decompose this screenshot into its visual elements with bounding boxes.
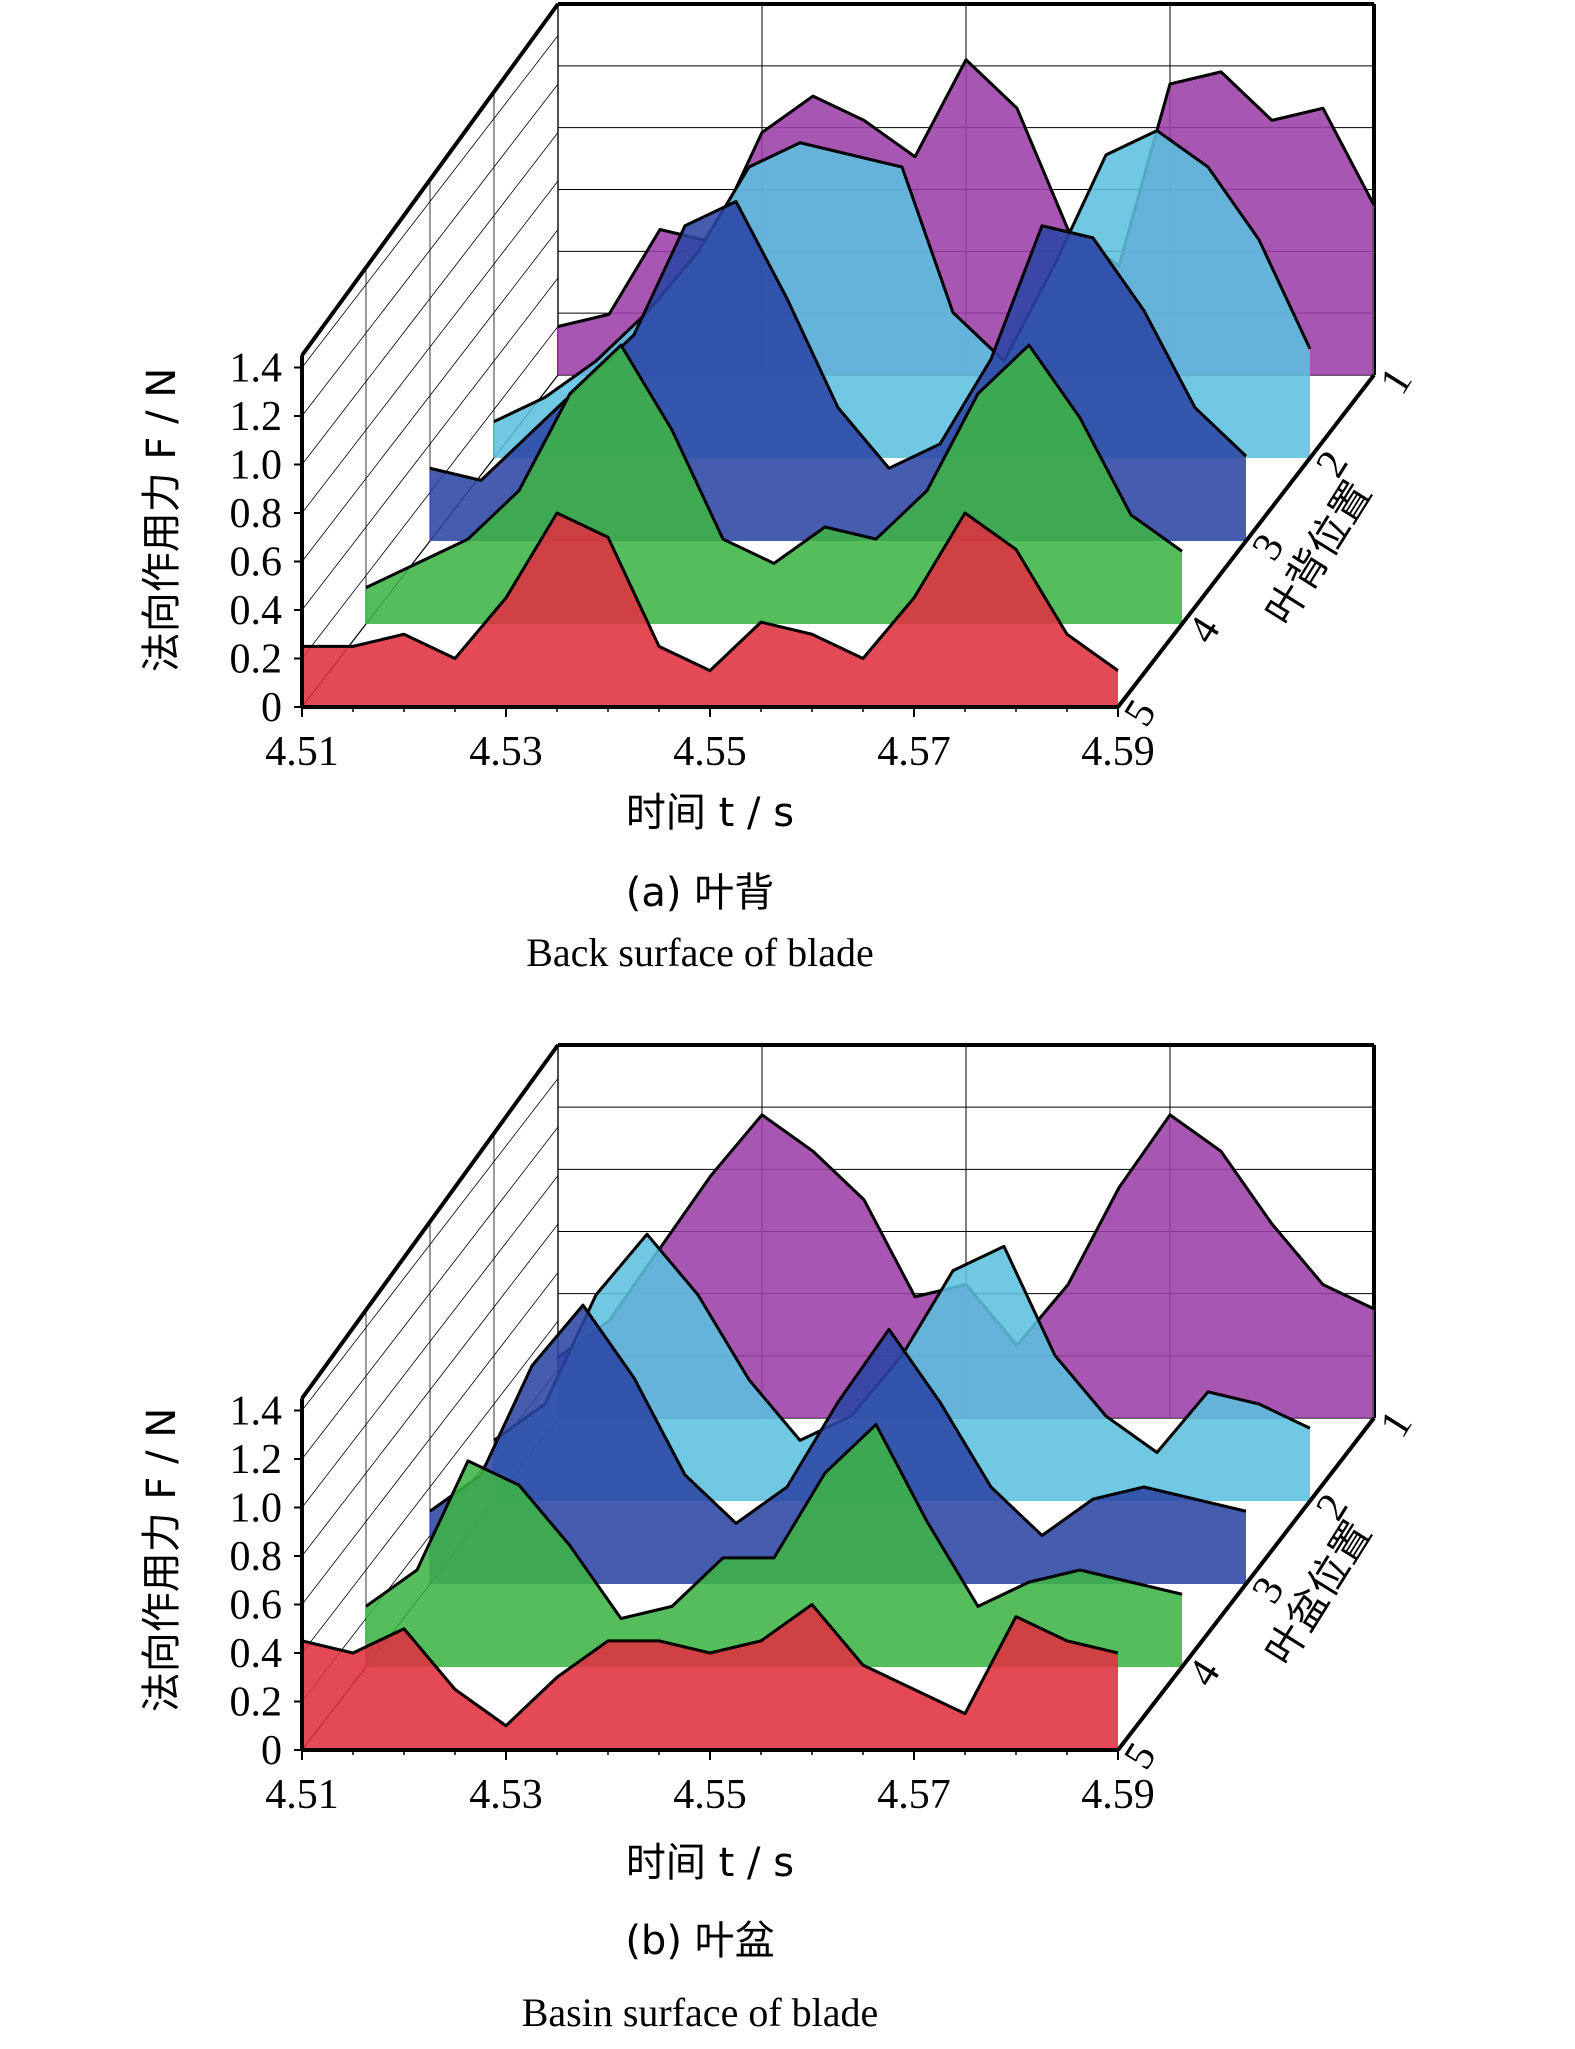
- z-tick-label: 5: [1115, 692, 1165, 734]
- y-tick-label: 0.4: [230, 1631, 283, 1677]
- y-axis-title: 法向作用力 F / N: [139, 368, 185, 673]
- caption-en: Basin surface of blade: [522, 1990, 879, 2035]
- frame-top-left: [300, 2, 560, 357]
- caption-cn: (a) 叶背: [626, 870, 774, 916]
- series-line-5: [301, 1603, 1119, 1728]
- frame-top-left: [300, 1043, 560, 1400]
- y-tick-label: 0: [261, 1728, 282, 1774]
- series-area-5: [302, 513, 1118, 707]
- z-tick-label: 1: [1371, 1403, 1421, 1445]
- y-tick-label: 1.4: [230, 1389, 283, 1435]
- x-tick-label: 4.57: [877, 729, 951, 775]
- y-tick-label: 0.6: [230, 540, 283, 586]
- y-tick-label: 0: [261, 685, 282, 731]
- series-area-1: [558, 1114, 1374, 1418]
- y-tick-label: 0.8: [230, 1534, 283, 1580]
- z-tick-label: 4: [1179, 1652, 1229, 1694]
- series-line-4: [365, 343, 1183, 589]
- series-line-2: [493, 129, 1312, 423]
- y-axis-title: 法向作用力 F / N: [139, 1408, 185, 1713]
- z-axis: [1116, 373, 1376, 709]
- y-tick-label: 0.4: [230, 588, 283, 634]
- series-line-3: [429, 1303, 1247, 1537]
- panel-b-basin-surface: 00.20.40.60.81.01.21.4 4.51 4.53 4.55 4.57 4.…: [139, 1043, 1422, 2035]
- x-axis-title: 时间 t / s: [626, 790, 794, 836]
- z-axis: [1116, 1416, 1376, 1752]
- x-tick-label: 4.59: [1081, 729, 1155, 775]
- y-tick-label: 0.2: [230, 1680, 283, 1726]
- y-tick-label: 0.2: [230, 637, 283, 683]
- z-tick-label: 4: [1179, 609, 1229, 651]
- x-tick-label: 4.53: [469, 729, 543, 775]
- y-tick-label: 0.6: [230, 1583, 283, 1629]
- series-area-3: [430, 1305, 1246, 1584]
- y-tick-label: 0.8: [230, 491, 283, 537]
- z-tick-label: 1: [1371, 360, 1421, 402]
- x-tick-label: 4.59: [1081, 1772, 1155, 1818]
- y-tick-label: 1.2: [230, 394, 283, 440]
- x-tick-label: 4.55: [673, 729, 747, 775]
- y-tick-label: 1.0: [230, 1486, 283, 1532]
- x-tick-label: 4.51: [265, 729, 339, 775]
- series-line-4: [365, 1423, 1183, 1620]
- x-tick-label: 4.53: [469, 1772, 543, 1818]
- panel-a-back-surface: 00.20.40.60.81.01.21.4 4.51 4.53 4.55 4.57 4.…: [139, 2, 1422, 975]
- y-tick-label: 1.0: [230, 443, 283, 489]
- x-axis-title: 时间 t / s: [626, 1840, 794, 1886]
- caption-cn: (b) 叶盆: [625, 1918, 774, 1964]
- series-area-5: [302, 1604, 1118, 1750]
- x-tick-label: 4.55: [673, 1772, 747, 1818]
- series-line-5: [302, 511, 1119, 673]
- y-tick-label: 1.4: [230, 346, 283, 392]
- y-tick-label: 1.2: [230, 1437, 283, 1483]
- x-tick-label: 4.51: [265, 1772, 339, 1818]
- caption-en: Back surface of blade: [526, 930, 874, 975]
- z-tick-label: 5: [1115, 1735, 1165, 1777]
- x-tick-label: 4.57: [877, 1772, 951, 1818]
